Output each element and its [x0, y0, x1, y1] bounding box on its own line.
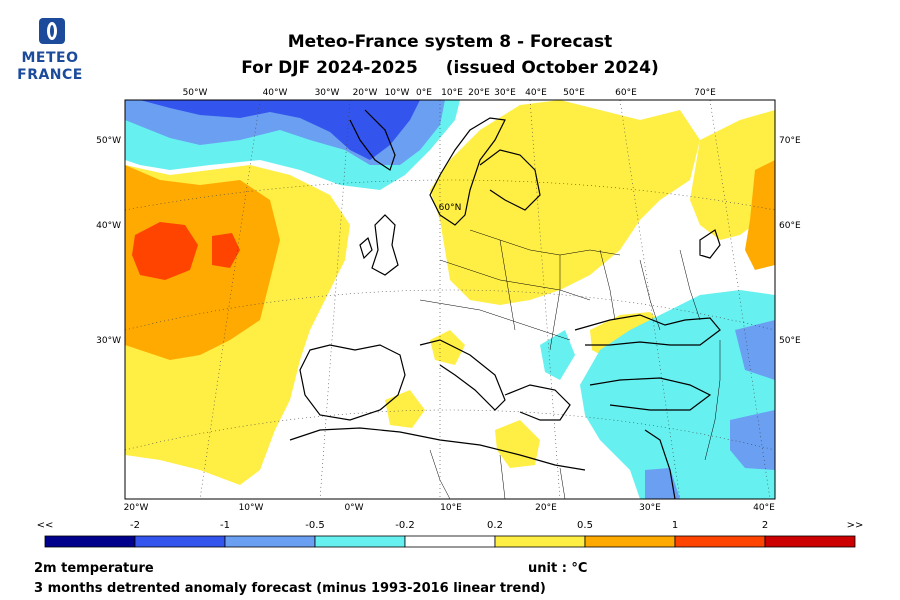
colorbar-threshold-label: -1 [220, 520, 230, 531]
top-lon-label: 0°E [416, 88, 432, 98]
logo-text-france: FRANCE [17, 67, 83, 83]
anomaly-area-orange-atlantic [125, 165, 280, 360]
top-lon-label: 10°E [441, 88, 463, 98]
bottom-lon-label: 0°W [344, 503, 363, 513]
colorbar-edge-right: >> [846, 520, 864, 531]
logo-icon [39, 18, 65, 44]
top-lon-label: 70°E [694, 88, 716, 98]
bottom-lon-label: 40°E [753, 503, 775, 513]
colorbar-swatch [674, 535, 766, 548]
anomaly-area-light-blue-balkans [540, 330, 575, 380]
bottom-lon-label: 10°W [239, 503, 264, 513]
colorbar [44, 535, 856, 548]
anomaly-area-blue-southeast [735, 320, 775, 380]
anomaly-area-light-blue-southeast [580, 290, 775, 499]
top-lon-label: 30°E [494, 88, 516, 98]
left-lat-label: 30°W [96, 336, 121, 346]
anomaly-area-dark-blue-north [140, 100, 420, 160]
top-lon-label: 60°E [615, 88, 637, 98]
right-lat-label: 70°E [779, 136, 801, 146]
colorbar-threshold-label: 2 [761, 520, 769, 531]
colorbar-edge-left: << [36, 520, 54, 531]
colorbar-swatch [314, 535, 406, 548]
anomaly-area-yellow-italy [430, 330, 465, 365]
anomaly-area-red-atlantic [132, 222, 198, 280]
colorbar-swatch [404, 535, 496, 548]
right-lat-labels: 70°E 60°E 50°E [779, 136, 801, 346]
left-lat-label: 50°W [96, 136, 121, 146]
right-lat-label: 50°E [779, 336, 801, 346]
top-lon-label: 30°W [315, 88, 340, 98]
anomaly-area-blue-southeast-2 [730, 410, 775, 470]
top-lon-label: 10°W [385, 88, 410, 98]
title-line-2: For DJF 2024-2025 (issued October 2024) [0, 58, 900, 78]
colorbar-threshold-label: -0.5 [305, 520, 325, 531]
colorbar-swatch [494, 535, 586, 548]
meteo-france-logo: METEO FRANCE [14, 16, 86, 86]
top-lon-label: 50°E [563, 88, 585, 98]
forecast-description: 3 months detrented anomaly forecast (min… [34, 581, 546, 596]
colorbar-threshold-label: -2 [130, 520, 140, 531]
country-borders [419, 229, 721, 499]
top-lon-label: 20°E [468, 88, 490, 98]
variable-name: 2m temperature [34, 561, 154, 576]
colorbar-swatch [134, 535, 226, 548]
bottom-lon-label: 20°W [124, 503, 149, 513]
bottom-lon-label: 30°E [639, 503, 661, 513]
top-lon-labels: 50°W 40°W 30°W 20°W 10°W 0°E 10°E 20°E 3… [183, 88, 717, 98]
top-lon-label: 40°E [525, 88, 547, 98]
left-lat-labels: 50°W 40°W 30°W [96, 136, 121, 346]
map-frame [124, 99, 776, 500]
bottom-lon-labels: 20°W 10°W 0°W 10°E 20°E 30°E 40°E [124, 503, 776, 513]
colorbar-threshold-label: -0.2 [395, 520, 415, 531]
bottom-lon-label: 10°E [440, 503, 462, 513]
unit-label: unit : °C [528, 561, 588, 576]
colorbar-swatch [764, 535, 856, 548]
logo-text-meteo: METEO [21, 50, 79, 66]
colorbar-swatch [584, 535, 676, 548]
graticule-label-60n: 60°N [439, 203, 462, 213]
anomaly-area-orange-east [745, 160, 775, 270]
title-line-1: Meteo-France system 8 - Forecast [287, 32, 613, 52]
colorbar-swatch [224, 535, 316, 548]
bottom-lon-label: 20°E [535, 503, 557, 513]
top-lon-label: 50°W [183, 88, 208, 98]
colorbar-swatch [44, 535, 136, 548]
top-lon-label: 20°W [353, 88, 378, 98]
anomaly-area-red-atlantic-small [212, 233, 240, 268]
anomaly-area-yellow-iberia [385, 390, 425, 428]
left-lat-label: 40°W [96, 221, 121, 231]
colorbar-threshold-label: 1 [671, 520, 679, 531]
map-field [125, 100, 775, 499]
colorbar-threshold-label: 0.2 [487, 520, 503, 531]
anomaly-area-yellow-libya [495, 420, 540, 468]
top-lon-label: 40°W [263, 88, 288, 98]
title-issued: (issued October 2024) [445, 58, 659, 78]
title-season: For DJF 2024-2025 [241, 58, 418, 78]
graticule [125, 100, 775, 499]
colorbar-threshold-label: 0.5 [577, 520, 593, 531]
right-lat-label: 60°E [779, 221, 801, 231]
